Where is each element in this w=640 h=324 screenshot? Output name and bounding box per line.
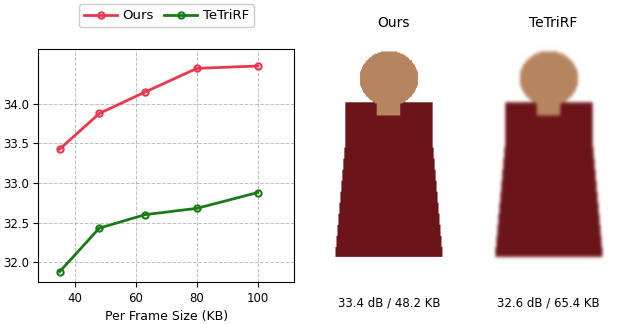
Line: TeTriRF: TeTriRF	[56, 190, 261, 275]
Ours	[193, 66, 201, 70]
TeTriRF	[141, 213, 149, 217]
Text: 33.4 dB / 48.2 KB: 33.4 dB / 48.2 KB	[337, 296, 440, 309]
Legend: Ours, TeTriRF: Ours, TeTriRF	[79, 4, 254, 28]
TeTriRF	[193, 206, 201, 210]
Ours	[141, 90, 149, 94]
Ours	[95, 111, 103, 115]
TeTriRF	[254, 191, 262, 194]
TeTriRF	[95, 226, 103, 230]
Text: 32.6 dB / 65.4 KB: 32.6 dB / 65.4 KB	[497, 296, 600, 309]
Ours	[254, 64, 262, 68]
Ours	[56, 147, 63, 151]
Text: TeTriRF: TeTriRF	[529, 16, 578, 30]
Text: Ours: Ours	[378, 16, 410, 30]
X-axis label: Per Frame Size (KB): Per Frame Size (KB)	[105, 310, 228, 323]
TeTriRF	[56, 270, 63, 273]
Line: Ours: Ours	[56, 63, 261, 152]
